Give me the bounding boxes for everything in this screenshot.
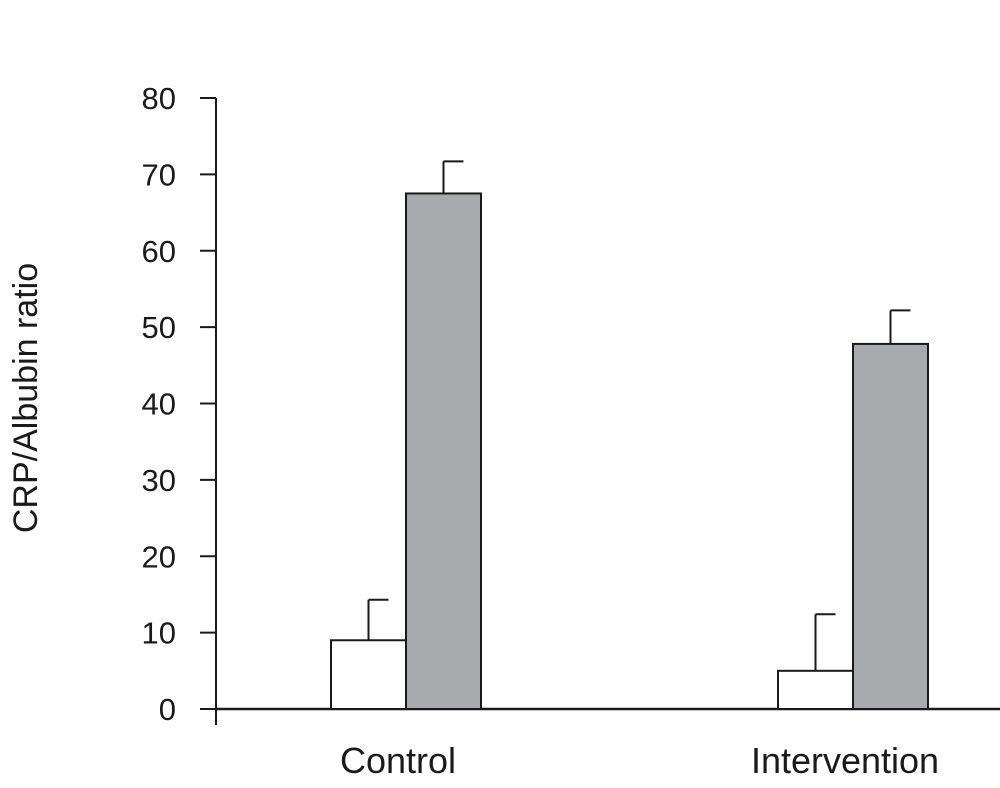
bar (777, 669, 854, 710)
category-label: Control (340, 740, 456, 781)
bar (330, 639, 407, 711)
y-tick-label: 20 (142, 539, 176, 574)
category-labels: Control Intervention (340, 740, 939, 781)
category-label: Intervention (751, 740, 939, 781)
bar (852, 342, 929, 710)
y-tick-label: 80 (142, 81, 176, 116)
y-tick-label: 0 (159, 692, 176, 727)
y-axis: 0 10 20 30 40 50 60 70 80 (142, 81, 217, 727)
y-tick-label: 30 (142, 463, 176, 498)
error-bars (367, 160, 911, 671)
bars (330, 192, 929, 711)
y-axis-label: CRP/Albubin ratio (7, 263, 45, 533)
y-tick-label: 70 (142, 157, 176, 192)
y-tick-label: 50 (142, 310, 176, 345)
y-tick-label: 60 (142, 234, 176, 269)
y-tick-label: 10 (142, 616, 176, 651)
bar (405, 192, 482, 710)
y-tick-label: 40 (142, 387, 176, 422)
